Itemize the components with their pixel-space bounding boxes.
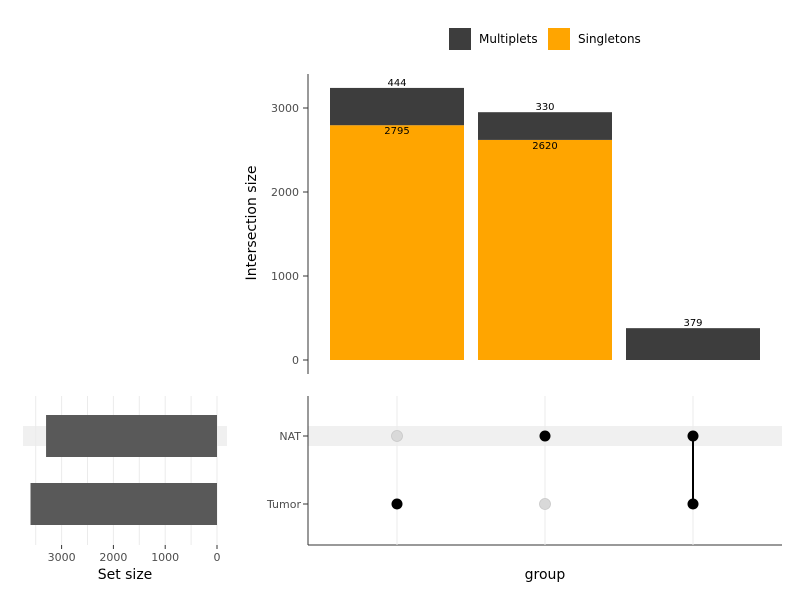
- legend: Multiplets Singletons: [449, 28, 641, 50]
- set-size-panel: 3000 2000 1000 0 Set size: [23, 396, 227, 583]
- set-size-x-ticks: 3000 2000 1000 0: [48, 545, 221, 564]
- matrix-dot-inactive: [539, 498, 551, 510]
- legend-swatch-multiplets: [449, 28, 471, 50]
- intersection-y-tick-label: 1000: [271, 270, 299, 283]
- intersection-y-ticks: 0 1000 2000 3000: [271, 102, 308, 367]
- set-size-bar-tumor: [30, 483, 217, 525]
- set-size-tick-label: 1000: [151, 551, 179, 564]
- singletons-bar-label: 2620: [532, 141, 557, 152]
- intersection-y-tick-label: 3000: [271, 102, 299, 115]
- set-size-bars: [30, 415, 218, 525]
- set-size-tick-label: 3000: [48, 551, 76, 564]
- intersection-y-tick-label: 2000: [271, 186, 299, 199]
- set-size-bar-nat: [46, 415, 218, 457]
- singletons-bar: [330, 125, 464, 360]
- matrix-panel: NAT Tumor group: [266, 396, 782, 583]
- singletons-bar: [478, 139, 612, 360]
- set-size-tick-label: 0: [214, 551, 221, 564]
- intersection-panel: 0 1000 2000 3000 444 2795 330 2620 379 Intersec…: [244, 74, 760, 374]
- matrix-dot-active: [539, 430, 551, 442]
- set-size-x-axis-title: Set size: [98, 567, 153, 583]
- multiplets-bar: [626, 328, 760, 360]
- matrix-row-label-nat: NAT: [279, 430, 301, 443]
- legend-swatch-singletons: [548, 28, 570, 50]
- set-size-tick-label: 2000: [99, 551, 127, 564]
- matrix-dot-active: [687, 498, 699, 510]
- legend-label-singletons: Singletons: [578, 32, 641, 46]
- matrix-dot-inactive: [391, 430, 403, 442]
- matrix-gridlines: [303, 396, 694, 545]
- matrix-dot-active: [687, 430, 699, 442]
- intersection-bars: 444 2795 330 2620 379: [330, 78, 760, 360]
- matrix-x-axis-title: group: [525, 567, 566, 583]
- legend-label-multiplets: Multiplets: [479, 32, 538, 46]
- multiplets-bar-label: 379: [683, 318, 702, 329]
- intersection-y-axis-title: Intersection size: [244, 166, 260, 281]
- matrix-dots: [391, 430, 699, 510]
- intersection-y-tick-label: 0: [292, 354, 299, 367]
- matrix-row-label-tumor: Tumor: [266, 498, 301, 511]
- multiplets-bar-label: 444: [387, 78, 406, 89]
- matrix-dot-active: [391, 498, 403, 510]
- singletons-bar-label: 2795: [384, 126, 409, 137]
- multiplets-bar: [330, 87, 464, 126]
- multiplets-bar: [478, 112, 612, 140]
- multiplets-bar-label: 330: [535, 102, 554, 113]
